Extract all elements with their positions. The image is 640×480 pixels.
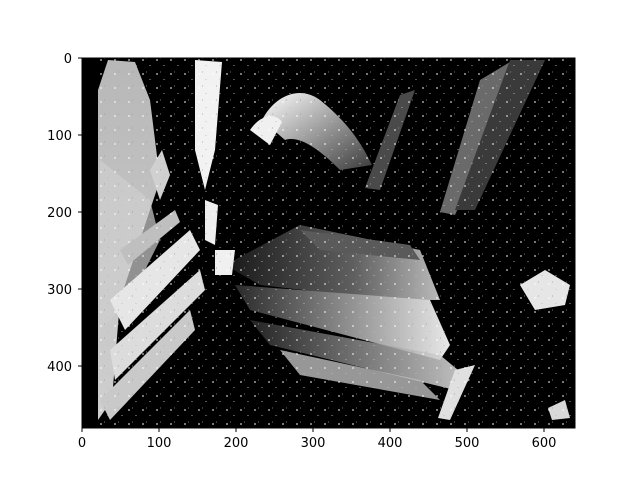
x-tick-label: 0 xyxy=(78,436,86,451)
x-axis: 0 100 200 300 400 500 600 xyxy=(78,428,557,451)
x-tick-label: 600 xyxy=(532,436,557,451)
y-axis: 0 100 200 300 400 xyxy=(47,52,82,375)
y-tick-label: 0 xyxy=(64,52,72,67)
x-tick-label: 200 xyxy=(224,436,249,451)
y-tick-label: 400 xyxy=(47,360,72,375)
axes-frame xyxy=(81,57,576,429)
x-tick-label: 500 xyxy=(455,436,480,451)
image-panel xyxy=(82,58,575,428)
y-tick-label: 200 xyxy=(47,206,72,221)
x-tick-label: 300 xyxy=(301,436,326,451)
x-tick-label: 400 xyxy=(378,436,403,451)
y-tick-label: 300 xyxy=(47,283,72,298)
y-tick-label: 100 xyxy=(47,129,72,144)
x-tick-label: 100 xyxy=(147,436,172,451)
